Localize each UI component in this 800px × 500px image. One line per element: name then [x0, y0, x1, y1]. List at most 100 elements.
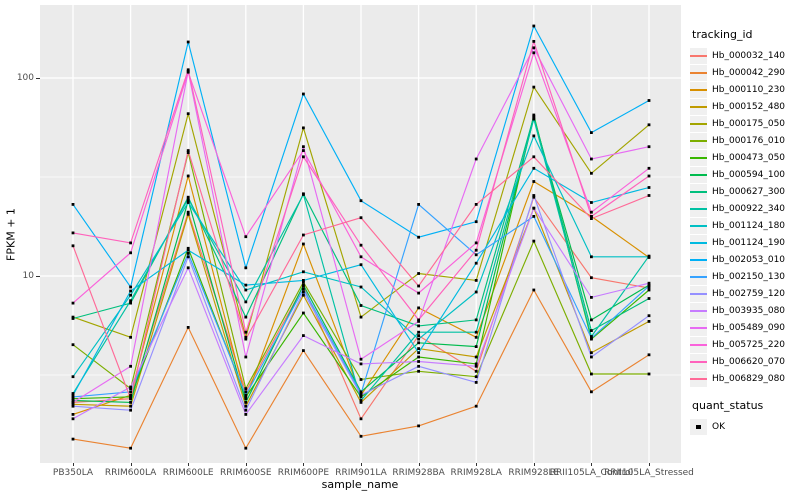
data-point	[474, 355, 478, 359]
data-point	[474, 290, 478, 294]
data-point	[129, 335, 132, 339]
legend-key-line-icon	[690, 122, 707, 125]
data-point	[302, 349, 305, 352]
data-point	[532, 115, 536, 118]
data-point	[186, 68, 190, 72]
data-point	[302, 155, 305, 159]
data-point	[302, 283, 305, 287]
data-point	[590, 336, 593, 340]
data-point	[302, 270, 305, 274]
data-point	[417, 272, 420, 275]
legend-key-line-icon	[690, 54, 707, 57]
data-point	[129, 251, 132, 255]
data-point	[590, 318, 593, 322]
x-tick-mark	[130, 463, 132, 466]
data-point	[71, 397, 75, 401]
data-point	[129, 395, 132, 399]
data-point	[532, 166, 536, 170]
data-point	[590, 217, 593, 220]
data-point	[532, 288, 536, 292]
data-point	[186, 326, 190, 329]
x-tick-mark	[73, 463, 74, 466]
data-point	[129, 401, 132, 404]
legend-row-Hb_006829_080: Hb_006829_080	[690, 370, 800, 387]
legend-row-Hb_000594_100: Hb_000594_100	[690, 166, 800, 183]
y-tick-mark	[36, 276, 40, 277]
x-tick-label-RRII105LA_Control: RRII105LA_Control	[549, 468, 634, 478]
data-point	[71, 393, 75, 397]
data-point	[186, 149, 190, 152]
data-point	[417, 360, 420, 363]
data-point	[71, 437, 75, 441]
legend-key-swatch	[690, 302, 707, 319]
data-point	[359, 304, 363, 307]
data-point	[590, 372, 593, 376]
data-point	[532, 180, 536, 183]
data-point	[417, 324, 420, 328]
data-point	[302, 233, 305, 237]
data-point	[129, 404, 132, 408]
data-point	[302, 280, 305, 284]
legend-row-Hb_000176_010: Hb_000176_010	[690, 132, 800, 149]
plot-panel	[40, 5, 681, 463]
data-point	[129, 289, 132, 293]
legend-key-line-icon	[690, 190, 707, 193]
data-point	[417, 337, 420, 341]
data-point	[186, 199, 190, 203]
data-point	[647, 255, 651, 259]
legend-key-line-icon	[690, 156, 707, 159]
data-point	[359, 255, 363, 259]
data-point	[186, 197, 190, 201]
data-point	[302, 290, 305, 294]
data-point	[532, 195, 536, 199]
data-point	[186, 212, 190, 216]
legend-key-line-icon	[690, 105, 707, 108]
data-point	[590, 210, 593, 214]
data-point	[417, 334, 420, 337]
legend-row-quant-OK: OK	[690, 418, 800, 435]
legend-row-Hb_000922_340: Hb_000922_340	[690, 200, 800, 217]
legend-label: OK	[712, 421, 725, 432]
data-point	[647, 281, 651, 285]
legend-label: Hb_002150_130	[712, 271, 786, 282]
legend-row-Hb_003935_080: Hb_003935_080	[690, 302, 800, 319]
data-point	[359, 315, 363, 319]
data-point	[244, 393, 248, 397]
data-point	[532, 206, 536, 210]
legend-key-square-icon	[696, 424, 701, 429]
legend-key-swatch	[690, 234, 707, 251]
data-point	[532, 117, 536, 121]
legend-key-swatch	[690, 81, 707, 98]
data-point	[71, 317, 75, 320]
data-point	[359, 362, 363, 366]
data-point	[244, 355, 248, 359]
data-point	[417, 320, 420, 323]
data-point	[244, 337, 248, 341]
legend-key-swatch	[690, 166, 707, 183]
data-point	[417, 291, 420, 295]
data-point	[244, 235, 248, 239]
legend-key-line-icon	[690, 343, 707, 346]
x-tick-label-RRIM928BA: RRIM928BA	[392, 468, 445, 478]
x-tick-mark	[361, 463, 362, 466]
data-point	[302, 287, 305, 291]
data-point	[186, 246, 190, 250]
x-tick-mark	[649, 463, 650, 466]
legend-key-swatch	[690, 47, 707, 64]
legend-row-Hb_002150_130: Hb_002150_130	[690, 268, 800, 285]
legend: tracking_id Hb_000032_140 Hb_000042_290 Hb…	[690, 28, 800, 435]
data-point	[71, 401, 75, 404]
legend-row-Hb_001124_190: Hb_001124_190	[690, 234, 800, 251]
data-point	[244, 413, 248, 416]
x-tick-mark	[418, 463, 420, 466]
data-point	[647, 297, 651, 300]
x-tick-label-RRIM928LA: RRIM928LA	[450, 468, 502, 478]
data-point	[417, 306, 420, 310]
data-point	[532, 215, 536, 218]
x-tick-label-RRIM600SE: RRIM600SE	[220, 468, 272, 478]
legend-label: Hb_000627_300	[712, 186, 786, 197]
legend-key-swatch	[690, 115, 707, 132]
data-point	[186, 255, 190, 259]
data-point	[532, 194, 536, 197]
data-point	[417, 347, 420, 350]
